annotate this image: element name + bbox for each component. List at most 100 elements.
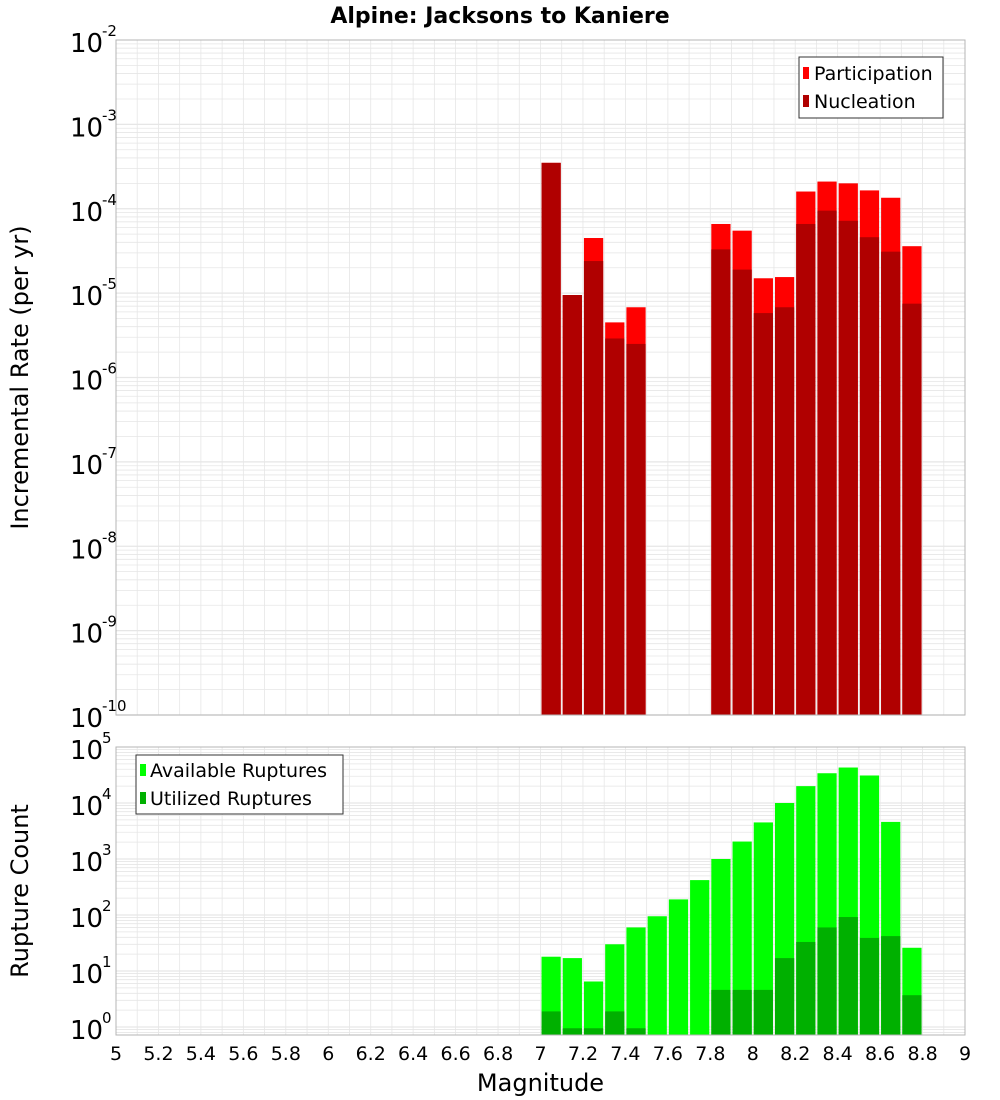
top-bar-nucleation <box>605 338 625 715</box>
bottom-bar-utilized-ruptures <box>817 927 837 1035</box>
bottom-bar-available-ruptures <box>583 981 604 1035</box>
legend-bottom <box>135 754 344 815</box>
bottom-bar-utilized-ruptures <box>711 989 731 1035</box>
top-ytick-exponent: -8 <box>102 528 117 546</box>
top-bar-nucleation <box>711 249 731 716</box>
x-tick-label: 6 <box>322 1043 334 1065</box>
x-tick-label: 8.4 <box>823 1043 853 1065</box>
top-bar-nucleation <box>838 220 858 715</box>
bottom-bar-utilized-ruptures <box>626 1028 646 1035</box>
bottom-bar-utilized-ruptures <box>796 941 816 1035</box>
top-bar-nucleation <box>902 303 922 715</box>
legend-swatch-participation <box>803 67 809 79</box>
x-axis-label: Magnitude <box>477 1069 604 1097</box>
x-tick-label: 6.4 <box>398 1043 428 1065</box>
top-frame <box>115 39 966 716</box>
top-bar-nucleation <box>583 261 604 715</box>
bottom-bar-utilized-ruptures <box>774 958 795 1035</box>
legend-label-available-ruptures: Available Ruptures <box>150 760 327 782</box>
top-ytick-label: 10 <box>70 535 103 565</box>
bottom-bar-utilized-ruptures <box>902 995 922 1035</box>
legend-label-nucleation: Nucleation <box>814 91 916 113</box>
x-tick-label: 7.8 <box>695 1043 725 1065</box>
x-tick-label: 7.6 <box>653 1043 683 1065</box>
top-ytick-label: 10 <box>70 620 103 650</box>
bottom-bar-available-ruptures <box>732 841 752 1035</box>
top-ytick-exponent: -9 <box>102 613 117 631</box>
x-tick-label: 7.2 <box>568 1043 598 1065</box>
top-bar-nucleation <box>817 210 837 715</box>
x-tick-label: 8.8 <box>907 1043 937 1065</box>
x-tick-label: 6.8 <box>483 1043 513 1065</box>
bottom-bar-available-ruptures <box>647 916 667 1035</box>
bottom-bar-available-ruptures <box>668 899 689 1035</box>
x-tick-label: 5 <box>110 1043 122 1065</box>
top-ytick-exponent: -3 <box>102 106 117 124</box>
bottom-bar-utilized-ruptures <box>753 989 773 1035</box>
top-ytick-exponent: -7 <box>102 444 117 462</box>
x-tick-label: 7.4 <box>610 1043 640 1065</box>
legend-swatch-available-ruptures <box>140 764 146 776</box>
bottom-bar-utilized-ruptures <box>732 989 752 1035</box>
x-tick-label: 5.8 <box>271 1043 301 1065</box>
top-ytick-label: 10 <box>70 113 103 143</box>
bottom-ytick-exponent: 2 <box>102 897 112 915</box>
bottom-frame <box>115 746 966 1036</box>
bottom-ytick-exponent: 5 <box>102 729 112 747</box>
top-bar-nucleation <box>562 295 582 715</box>
bottom-ytick-exponent: 4 <box>102 785 112 803</box>
x-tick-label: 8.6 <box>865 1043 895 1065</box>
bottom-bar-available-ruptures <box>626 927 646 1035</box>
x-tick-label: 9 <box>959 1043 971 1065</box>
top-bar-nucleation <box>859 237 880 715</box>
legend-swatch-utilized-ruptures <box>140 792 146 804</box>
top-ytick-label: 10 <box>70 451 103 481</box>
bottom-bar-utilized-ruptures <box>859 937 880 1035</box>
top-ytick-exponent: -6 <box>102 360 117 378</box>
top-bar-nucleation <box>796 223 816 715</box>
top-panel-rates: 10-1010-910-810-710-610-510-410-310-2Inc… <box>6 22 966 734</box>
bottom-ytick-label: 10 <box>70 1016 103 1046</box>
x-tick-label: 8.2 <box>780 1043 810 1065</box>
x-tick-label: 7 <box>534 1043 546 1065</box>
legend-top <box>798 56 944 119</box>
legend-label-utilized-ruptures: Utilized Ruptures <box>150 788 312 810</box>
chart-title: Alpine: Jacksons to Kaniere <box>330 4 669 29</box>
bottom-bar-utilized-ruptures <box>562 1028 582 1035</box>
legend-swatch-nucleation <box>803 95 809 107</box>
x-tick-label: 5.4 <box>186 1043 216 1065</box>
x-tick-label: 5.2 <box>143 1043 173 1065</box>
top-ytick-exponent: -5 <box>102 275 117 293</box>
bottom-bar-utilized-ruptures <box>541 1011 561 1035</box>
top-bar-nucleation <box>626 343 646 715</box>
top-bar-nucleation <box>541 162 561 716</box>
bottom-bar-available-ruptures <box>690 880 710 1035</box>
bottom-bar-utilized-ruptures <box>583 1028 604 1035</box>
top-ytick-label: 10 <box>70 282 103 312</box>
bottom-ytick-label: 10 <box>70 848 103 878</box>
bottom-ytick-exponent: 3 <box>102 841 112 859</box>
top-bar-nucleation <box>753 313 773 715</box>
top-y-axis-label: Incremental Rate (per yr) <box>6 225 34 529</box>
top-ytick-label: 10 <box>70 704 103 734</box>
x-tick-label: 8 <box>747 1043 759 1065</box>
bottom-bar-utilized-ruptures <box>838 917 858 1035</box>
top-ytick-label: 10 <box>70 198 103 228</box>
top-ytick-exponent: -10 <box>102 697 127 715</box>
bottom-bar-available-ruptures <box>753 822 773 1035</box>
bottom-ytick-label: 10 <box>70 904 103 934</box>
top-bar-nucleation <box>881 251 901 715</box>
x-tick-label: 6.2 <box>356 1043 386 1065</box>
bottom-ytick-label: 10 <box>70 792 103 822</box>
top-ytick-label: 10 <box>70 29 103 59</box>
top-ytick-exponent: -2 <box>102 22 117 40</box>
top-bar-nucleation <box>732 269 752 715</box>
bottom-bar-available-ruptures <box>562 958 582 1035</box>
legend-label-participation: Participation <box>814 63 933 85</box>
bottom-ytick-label: 10 <box>70 736 103 766</box>
top-ytick-label: 10 <box>70 367 103 397</box>
x-tick-label: 5.6 <box>228 1043 258 1065</box>
top-bar-nucleation <box>774 307 795 715</box>
